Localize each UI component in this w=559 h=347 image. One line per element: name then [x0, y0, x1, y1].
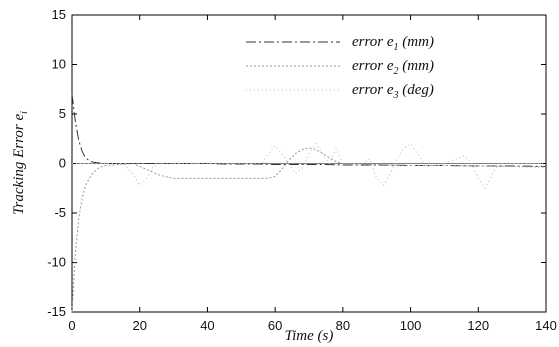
y-tick-label: 5 — [59, 106, 66, 121]
y-tick-label: 10 — [52, 57, 66, 72]
y-tick-label: -5 — [54, 205, 66, 220]
y-tick-label: 0 — [59, 156, 66, 171]
y-tick-label: -10 — [47, 255, 66, 270]
legend-label-e2: error e2 (mm) — [352, 58, 434, 77]
y-tick-label: -15 — [47, 304, 66, 319]
x-tick-label: 100 — [400, 318, 422, 333]
x-axis-title: Time (s) — [285, 328, 334, 344]
series-line-e3 — [72, 142, 546, 190]
series-layer — [71, 94, 547, 313]
x-tick-label: 60 — [268, 318, 282, 333]
x-tick-label: 40 — [200, 318, 214, 333]
axis-ticks: 0 20 40 60 80 100 120 140 15 10 5 0 -5 -10 -15 — [47, 7, 557, 333]
x-tick-label: 140 — [535, 318, 557, 333]
x-tick-label: 20 — [132, 318, 146, 333]
y-axis-title: Tracking Error ei — [11, 111, 30, 215]
x-tick-label: 0 — [68, 318, 75, 333]
legend: error e1 (mm) error e2 (mm) error e3 (deg) — [246, 34, 434, 101]
y-tick-label: 15 — [52, 7, 66, 22]
legend-label-e1: error e1 (mm) — [352, 34, 434, 53]
x-tick-label: 80 — [336, 318, 350, 333]
x-tick-label: 120 — [467, 318, 489, 333]
legend-label-e3: error e3 (deg) — [352, 82, 434, 101]
